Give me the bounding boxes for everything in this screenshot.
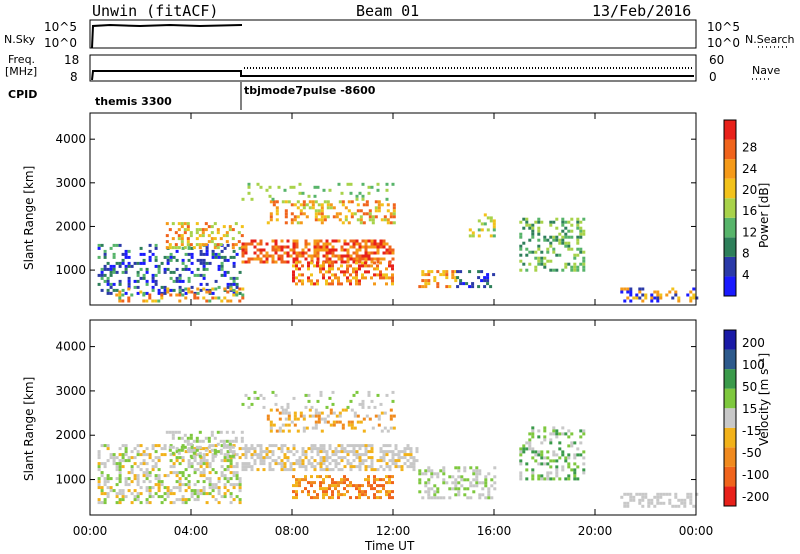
vel-ytick-label-1: 2000 — [55, 428, 86, 442]
vel-colorbar-tick-7: -200 — [742, 490, 769, 504]
vel-colorbar-swatch-8 — [724, 330, 736, 350]
nsearch-tick-bottom: 10^0 — [707, 36, 740, 50]
date-label: 13/Feb/2016 — [592, 2, 692, 20]
vel-echo-cells — [97, 390, 699, 508]
power-colorbar-tick-5: 24 — [742, 162, 757, 176]
vel-colorbar-frame — [723, 329, 737, 507]
freq-label-line2: [MHz] — [5, 65, 38, 78]
vel-colorbar-tick-3: 15 — [742, 402, 757, 416]
power-echo-cells — [97, 182, 699, 303]
vel-ytick-label-2: 3000 — [55, 384, 86, 398]
power-ytick-label-3: 4000 — [55, 132, 86, 146]
vel-colorbar-swatch-3 — [724, 427, 736, 448]
power-colorbar-swatch-7 — [724, 139, 736, 160]
vel-colorbar-swatch-5 — [724, 388, 736, 409]
nsky-tick-bottom: 10^0 — [44, 36, 77, 50]
power-colorbar-tick-6: 28 — [742, 141, 757, 155]
power-colorbar-swatch-3 — [724, 217, 736, 238]
xtick-label-4: 16:00 — [477, 524, 512, 538]
vel-colorbar-tick-1: 100 — [742, 358, 765, 372]
nave-label: Nave — [752, 64, 781, 77]
xtick-label-2: 08:00 — [275, 524, 310, 538]
vel-colorbar-tick-0: 200 — [742, 336, 765, 350]
vel-colorbar-swatch-6 — [724, 369, 736, 389]
power-colorbar-tick-0: 4 — [742, 268, 750, 282]
nsearch-tick-top: 10^5 — [707, 20, 740, 34]
vel-colorbar-swatch-1 — [724, 466, 736, 487]
vel-colorbar-swatch-0 — [724, 486, 736, 506]
freq-series-line — [91, 70, 694, 81]
nsearch-label: N.Search — [745, 33, 795, 46]
beam-label: Beam 01 — [356, 2, 420, 20]
nsky-strip-frame — [89, 19, 697, 49]
nsky-label: N.Sky — [4, 33, 36, 46]
power-colorbar-label: Power [dB] — [757, 182, 771, 248]
power-colorbar-tick-4: 20 — [742, 183, 757, 197]
xtick-label-1: 04:00 — [174, 524, 209, 538]
vel-colorbar-swatch-2 — [724, 447, 736, 467]
power-colorbar-frame — [723, 119, 737, 297]
nave-tick-top: 60 — [709, 53, 725, 67]
velocity-colorbar-label: Velocity [m s⁻¹] — [757, 352, 771, 446]
power-panel: 1000 2000 3000 4000 4 8 12 16 20 24 28 — [55, 112, 757, 306]
vel-colorbar-tick-6: -100 — [742, 468, 769, 482]
freq-strip-frame — [89, 54, 697, 82]
power-colorbar-swatch-5 — [724, 178, 736, 199]
power-colorbar-tick-1: 8 — [742, 247, 750, 261]
xtick-label-0: 00:00 — [73, 524, 108, 538]
x-axis-label: Time UT — [365, 539, 415, 553]
nave-tick-bottom: 0 — [709, 70, 717, 84]
nsky-series-line — [91, 23, 242, 49]
power-colorbar-swatch-0 — [724, 276, 736, 296]
power-ytick-label-2: 3000 — [55, 176, 86, 190]
power-colorbar-swatch-2 — [724, 237, 736, 257]
cpid-entry-2: tbjmode7pulse -8600 — [244, 84, 376, 97]
cpid-entry-1: themis 3300 — [95, 95, 172, 108]
power-colorbar-swatch-8 — [724, 120, 736, 140]
power-ytick-label-0: 1000 — [55, 263, 86, 277]
cpid-label: CPID — [8, 88, 38, 101]
xtick-label-5: 20:00 — [578, 524, 613, 538]
power-colorbar-swatch-6 — [724, 159, 736, 179]
velocity-ylabel: Slant Range [km] — [22, 376, 36, 481]
freq-label-line1: Freq. — [8, 53, 36, 66]
power-ytick-label-1: 2000 — [55, 219, 86, 233]
velocity-panel: 1000 2000 3000 4000 00:00 04:00 08:00 12:00 16:0… — [55, 319, 769, 538]
power-colorbar-tick-2: 12 — [742, 225, 757, 239]
xtick-label-3: 12:00 — [376, 524, 411, 538]
freq-tick-top: 18 — [64, 53, 80, 67]
power-colorbar-swatch-4 — [724, 198, 736, 218]
chart-title: Unwin (fitACF) — [92, 2, 219, 20]
power-colorbar-tick-3: 16 — [742, 204, 757, 218]
power-colorbar-swatch-1 — [724, 256, 736, 277]
xtick-label-6: 00:00 — [679, 524, 714, 538]
vel-ytick-label-3: 4000 — [55, 340, 86, 354]
vel-colorbar-tick-4: -15 — [742, 424, 762, 438]
nsky-tick-top: 10^5 — [44, 20, 77, 34]
vel-colorbar-swatch-4 — [724, 408, 736, 428]
vel-colorbar-swatch-7 — [724, 349, 736, 370]
vel-colorbar-tick-5: -50 — [742, 446, 762, 460]
vel-ytick-label-0: 1000 — [55, 473, 86, 487]
power-ylabel: Slant Range [km] — [22, 165, 36, 270]
freq-tick-bottom: 8 — [70, 70, 78, 84]
vel-colorbar-tick-2: 50 — [742, 380, 757, 394]
